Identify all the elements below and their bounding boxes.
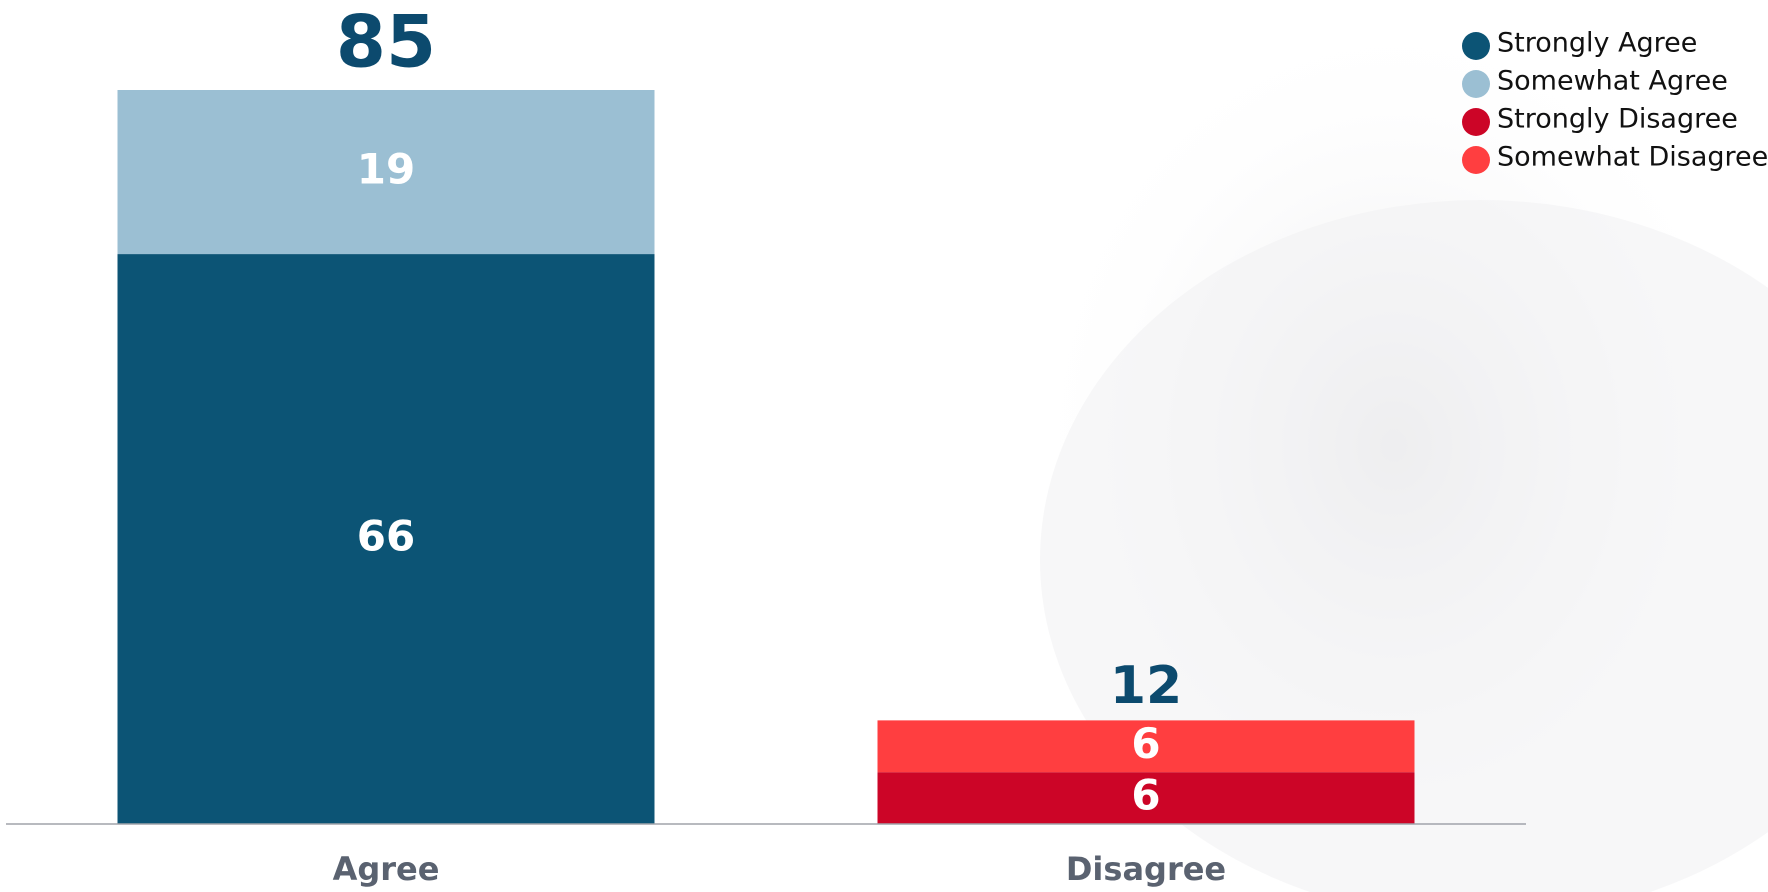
legend-marker — [1462, 32, 1490, 60]
legend-label: Strongly Disagree — [1497, 104, 1738, 135]
legend-label: Somewhat Agree — [1497, 66, 1728, 97]
legend-marker — [1462, 70, 1490, 98]
total-label: 85 — [336, 0, 436, 83]
legend-label: Somewhat Disagree — [1497, 142, 1768, 173]
chart: 661985Agree6612DisagreeStrongly AgreeSom… — [0, 0, 1768, 892]
value-label: 6 — [1131, 719, 1160, 768]
value-label: 66 — [357, 512, 415, 561]
legend-marker — [1462, 146, 1490, 174]
value-label: 6 — [1131, 771, 1160, 820]
total-label: 12 — [1110, 656, 1182, 716]
page: 661985Agree6612DisagreeStrongly AgreeSom… — [0, 0, 1768, 892]
legend-marker — [1462, 108, 1490, 136]
legend-label: Strongly Agree — [1497, 28, 1697, 59]
x-tick-label: Disagree — [1066, 850, 1226, 888]
value-label: 19 — [357, 145, 415, 194]
x-tick-label: Agree — [333, 850, 440, 888]
